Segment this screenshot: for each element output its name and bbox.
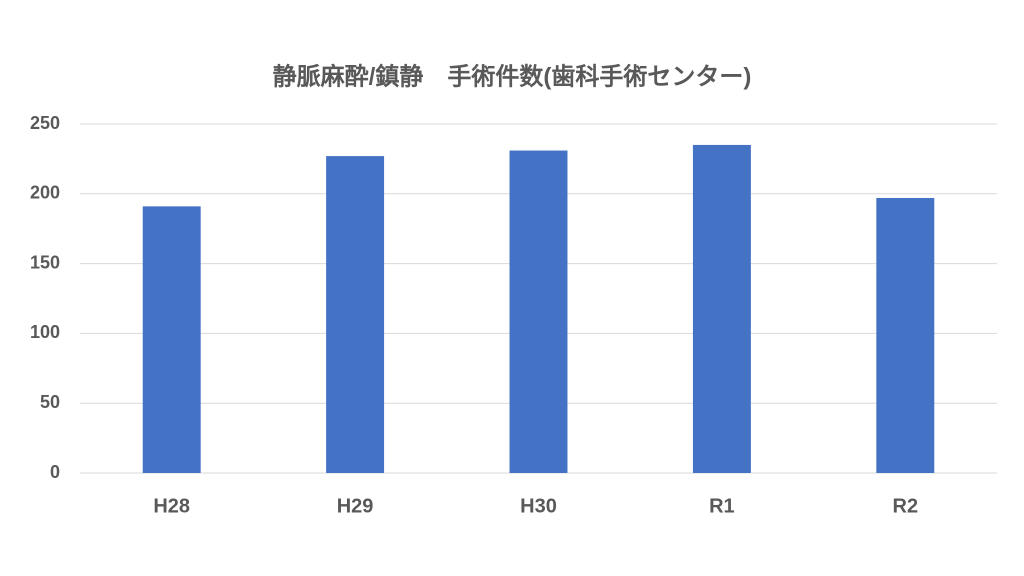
- y-tick-label: 100: [30, 322, 60, 342]
- bar: [509, 150, 568, 474]
- x-tick-label: H28: [153, 495, 190, 517]
- x-tick-label: R2: [893, 495, 919, 517]
- x-tick-label: H30: [520, 495, 557, 517]
- bar: [142, 206, 201, 473]
- bar: [876, 197, 935, 473]
- x-tick-label: H29: [337, 495, 374, 517]
- y-tick-label: 200: [30, 183, 60, 203]
- bar: [692, 144, 751, 473]
- y-tick-label: 0: [50, 462, 60, 482]
- y-tick-label: 50: [40, 392, 60, 412]
- y-tick-label: 150: [30, 252, 60, 272]
- x-tick-label: R1: [709, 495, 735, 517]
- bar: [326, 156, 385, 473]
- y-tick-label: 250: [30, 113, 60, 133]
- chart-title: 静脈麻酔/鎮静 手術件数(歯科手術センター): [273, 62, 752, 90]
